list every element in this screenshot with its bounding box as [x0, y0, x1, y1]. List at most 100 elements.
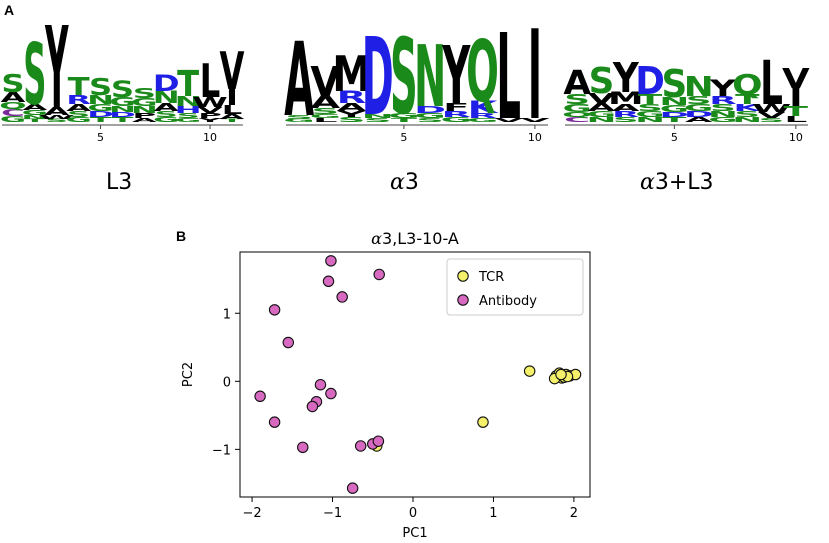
logo-caption-alpha3-l3: α3+L3 [640, 170, 714, 195]
logo-letter: K [468, 98, 499, 117]
logo-letter: Q [562, 111, 592, 119]
logo-letter: S [416, 117, 444, 123]
logo-letter: L [760, 48, 783, 119]
logo-letter: A [588, 101, 616, 114]
logo-letter: S [613, 116, 639, 124]
point-antibody [322, 275, 335, 288]
legend: TCR Antibody [446, 258, 584, 316]
logo-letter: A [685, 116, 713, 124]
logo-letter: S [177, 112, 200, 120]
logo-letter: A [219, 113, 244, 121]
logo-letter: S [23, 26, 46, 125]
logo-letter: A [132, 117, 157, 123]
point-antibody [314, 378, 327, 391]
logo-letter: A [563, 64, 591, 102]
logo-letter: T [735, 92, 760, 108]
logo-tick-label: 5 [97, 131, 104, 144]
logo-letter: I [789, 84, 802, 112]
logo-letter: D [153, 71, 180, 96]
logo-letter: V [588, 91, 616, 107]
logo-letter: S [89, 73, 112, 100]
logo-letter: N [659, 95, 689, 108]
logo-letter: Q [466, 22, 499, 121]
logo-caption-l3: L3 [106, 170, 133, 195]
point-tcr [555, 368, 567, 381]
logo-letter: A [0, 89, 26, 105]
logo-letter: G [175, 117, 201, 123]
logo-letter: S [661, 62, 687, 106]
logo-letter: Y [336, 109, 366, 119]
logo-letter: A [22, 102, 48, 112]
logo-letter: N [87, 92, 114, 107]
logo-letter: N [21, 114, 48, 120]
logo-letter: G [87, 102, 113, 113]
logo-letter: T [221, 118, 243, 123]
logo-letter: N [362, 113, 394, 119]
logo-letter: Q [0, 100, 27, 111]
point-antibody [325, 387, 337, 400]
logo-letter: D [87, 109, 114, 119]
logo-letter: L [496, 9, 521, 146]
logo-letter: R [468, 112, 498, 120]
logo-letter: W [752, 102, 791, 115]
logo-letter: G [684, 103, 713, 114]
logo-letter: G [131, 96, 157, 109]
point-antibody [282, 336, 295, 349]
logo-letter: G [708, 116, 737, 124]
logo-letter: C [1, 107, 25, 118]
logo-letter: R [337, 88, 367, 107]
logo-letter: G [562, 102, 591, 115]
logo-letter: N [131, 104, 158, 115]
logo-letter: V [782, 62, 810, 95]
point-antibody [268, 304, 281, 316]
logo-letter: G [388, 112, 420, 120]
logo-letter: G [414, 112, 446, 120]
logo-letter: R [709, 94, 737, 107]
logo-letter: T [662, 116, 687, 124]
logo-letter: S [133, 85, 156, 101]
logo-letter: S [285, 114, 313, 120]
logo-letter: P [133, 112, 157, 120]
logo-letter: K [733, 103, 763, 114]
logo-letter: T [24, 118, 46, 123]
logo-tick-label: 5 [671, 131, 678, 144]
logo-letter: S [589, 61, 615, 102]
legend-label: TCR [478, 270, 504, 285]
logo-letter: N [414, 27, 446, 126]
logo-letter: F [443, 101, 469, 114]
logo-letter: T [784, 104, 809, 120]
point-tcr [477, 416, 489, 428]
y-tick-label: −1 [212, 443, 231, 458]
logo-letter: N [153, 88, 180, 107]
y-tick-label: 1 [223, 307, 231, 322]
logo-letter: T [638, 92, 663, 108]
logo-letter: S [67, 109, 90, 119]
logo-letter: Y [45, 4, 69, 135]
logo-tick-label: 5 [400, 131, 407, 144]
y-axis-label: PC2 [181, 362, 196, 387]
point-antibody [297, 441, 309, 454]
logo-letter: S [338, 116, 366, 124]
logo-letter: N [109, 104, 136, 114]
logo-0: GCQASTNGASSWAYGSARTTDGNSTDNGSAPNGSGSANDG… [0, 4, 245, 144]
logo-letter: W [192, 94, 228, 110]
logo-letter: V [198, 105, 224, 115]
legend-marker [457, 270, 469, 282]
logo-letter: A [284, 22, 314, 140]
pca-scatter-plot: α3,L3-10-A −2 −1 0 1 2 −1 0 1 PC1 PC2 TCR Antibody [181, 229, 591, 541]
point-antibody [268, 416, 281, 428]
point-antibody [372, 435, 385, 447]
logo-letter: N [684, 70, 714, 103]
x-tick-label: 0 [409, 506, 417, 521]
logo-letter: N [732, 116, 762, 124]
plot-frame [239, 251, 591, 498]
logo-letter: M [608, 89, 644, 109]
logo-letter: M [332, 46, 370, 103]
logo-caption-alpha3: α3 [390, 170, 419, 195]
logo-2: CQGSANGAVSSRAMYNGSTDTDGNSADGSNGNSRYNSKTQ… [562, 48, 810, 144]
logo-letter: Y [197, 117, 222, 123]
logo-letter: L [784, 115, 807, 125]
point-antibody [336, 291, 348, 303]
logo-letter: G [283, 118, 315, 123]
chart-title: α3,L3-10-A [371, 229, 459, 248]
